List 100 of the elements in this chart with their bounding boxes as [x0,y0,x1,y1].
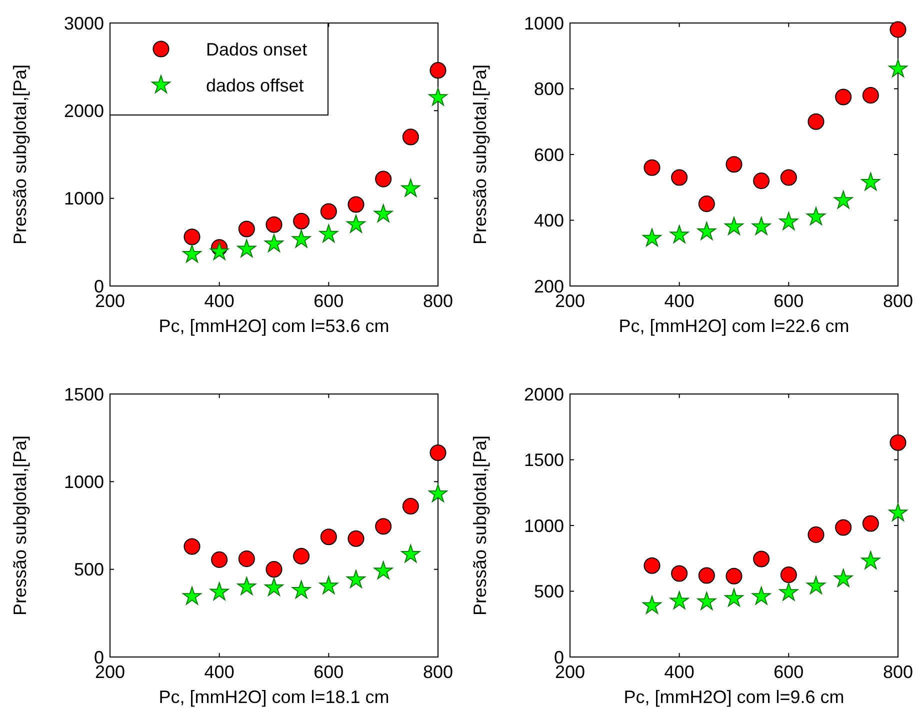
point [430,62,446,79]
point [779,582,798,601]
point [348,196,364,213]
y-tick-label: 1000 [64,472,104,492]
point [834,190,853,209]
point [753,172,770,190]
y-axis-title: Pressão subglotal,[Pa] [470,435,490,616]
x-tick-label: 600 [774,291,804,311]
point [428,484,448,502]
point [806,576,826,594]
y-tick-label: 1000 [524,516,564,536]
point [182,244,202,263]
point [184,228,200,246]
point [670,591,689,610]
legend-label: dados offset [206,75,304,96]
point [888,59,908,78]
point [293,212,310,230]
point [779,212,798,230]
point [780,566,797,584]
legend-label: Dados onset [206,39,308,60]
point [835,88,852,106]
point [724,588,744,607]
y-axis-title: Pressão subglotal,[Pa] [10,435,30,616]
point [266,216,282,233]
point [375,518,392,535]
point [808,526,824,543]
y-axis-title: Pressão subglotal,[Pa] [10,64,30,245]
point [266,561,282,578]
y-tick-label: 500 [74,560,104,580]
point [430,444,446,461]
point [374,204,393,222]
x-tick-label: 400 [204,662,234,682]
point [319,224,338,242]
point [238,550,255,568]
point [644,159,660,176]
point [237,239,256,258]
point [293,548,310,564]
point [292,580,311,599]
y-tick-label: 500 [534,582,564,602]
point [806,207,826,226]
x-tick-label: 400 [204,291,234,311]
point [319,576,338,594]
point [210,242,229,260]
point [697,592,716,610]
y-tick-label: 1500 [524,450,564,470]
point [238,220,255,238]
point [320,203,337,220]
point [401,544,420,563]
point [642,596,662,614]
point [402,128,419,146]
y-tick-label: 1500 [64,384,104,404]
x-axis-title: Pc, [mmH2O] com l=18.1 cm [158,687,390,707]
point [211,551,228,568]
x-tick-label: 600 [774,662,804,682]
point [834,568,853,587]
point [210,582,229,600]
y-tick-label: 1000 [64,188,104,209]
point [890,21,906,38]
point [752,216,771,235]
point [698,196,715,212]
point [861,172,880,191]
point [375,170,392,188]
point [184,538,200,555]
y-tick-label: 400 [534,210,564,231]
point [292,230,311,248]
point [808,113,824,130]
point [264,578,284,596]
point [671,169,688,186]
point [698,567,715,584]
y-tick-label: 600 [534,144,564,165]
point [726,568,742,584]
point [780,169,797,186]
point [401,178,420,197]
x-tick-label: 400 [664,662,694,682]
point [752,586,771,605]
x-axis-title: Pc, [mmH2O] com l=9.6 cm [624,687,844,707]
x-tick-label: 600 [314,291,344,311]
point [264,234,284,252]
point [402,498,419,514]
point [753,550,770,568]
y-axis-title: Pressão subglotal,[Pa] [470,64,490,245]
y-tick-label: 3000 [64,13,104,34]
point [726,156,742,173]
point [237,576,256,596]
x-tick-label: 800 [422,662,454,682]
y-tick-label: 1000 [524,13,564,34]
point [346,570,366,588]
point [348,530,364,547]
point [670,225,689,244]
y-tick-label: 2000 [64,100,104,121]
point [861,551,880,570]
point [671,565,688,582]
x-tick-label: 600 [314,662,344,682]
y-tick-label: 2000 [524,384,564,404]
point [724,216,744,235]
point [862,515,879,532]
point [697,222,716,240]
point [182,586,202,605]
point [374,561,393,580]
point [346,214,366,233]
